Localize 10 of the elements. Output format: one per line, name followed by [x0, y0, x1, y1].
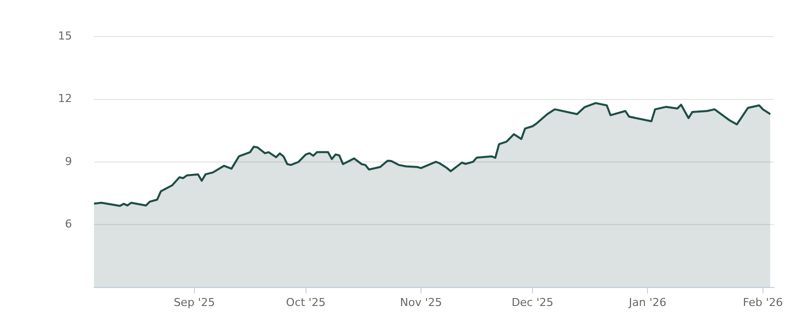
x-tick-label: Jan '26 — [628, 296, 666, 309]
x-tick-label: Sep '25 — [174, 296, 215, 309]
y-tick-label: 15 — [58, 29, 72, 42]
y-tick-label: 9 — [64, 154, 72, 168]
x-tick-label: Oct '25 — [286, 296, 326, 309]
x-tick-label: Nov '25 — [400, 296, 442, 309]
y-tick-label: 6 — [64, 218, 72, 231]
x-tick-label: Dec '25 — [512, 296, 554, 309]
x-tick-label: Feb '26 — [742, 296, 783, 309]
y-tick-label: 12 — [58, 92, 72, 106]
